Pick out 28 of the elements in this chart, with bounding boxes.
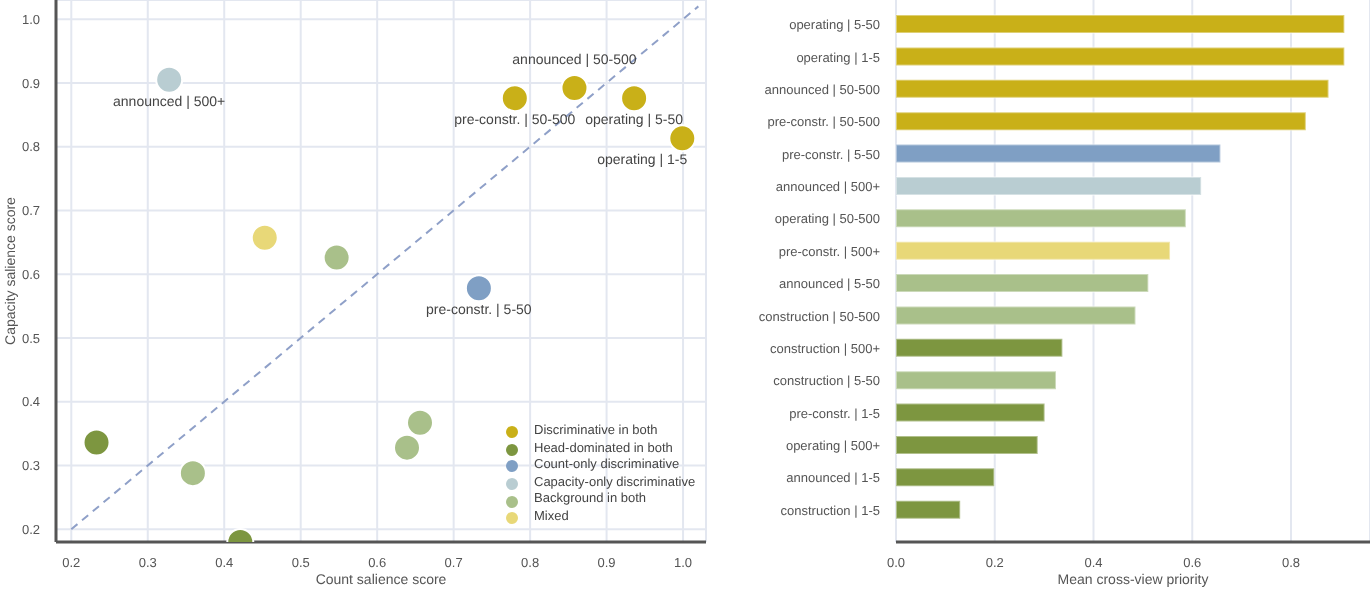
bar (896, 402, 1046, 423)
bar (896, 143, 1222, 164)
point (406, 408, 434, 437)
point (178, 459, 207, 488)
point (322, 243, 351, 272)
bar (896, 240, 1172, 261)
point (500, 84, 529, 113)
bar (896, 111, 1307, 132)
point (464, 274, 493, 303)
bar (896, 14, 1346, 35)
bar (896, 46, 1346, 67)
bar (896, 370, 1057, 391)
point (250, 223, 279, 252)
point (560, 74, 589, 102)
bar (896, 435, 1039, 455)
bar (896, 305, 1137, 326)
bar (896, 78, 1330, 99)
point (668, 124, 697, 153)
point (82, 428, 111, 457)
bar (896, 176, 1203, 196)
point (155, 65, 184, 94)
point (393, 433, 421, 462)
bar (896, 499, 962, 520)
bar (896, 337, 1064, 358)
bar (896, 208, 1187, 229)
bar (896, 467, 996, 488)
bar (896, 273, 1150, 294)
point (620, 84, 649, 113)
